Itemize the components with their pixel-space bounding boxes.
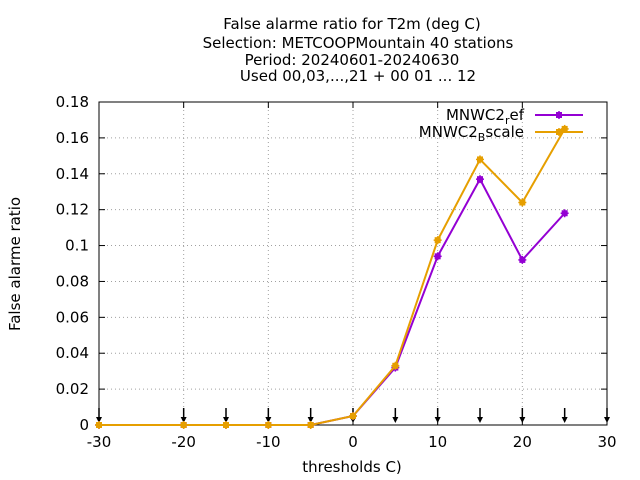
x-tick-label: 30 [597,433,616,451]
series-1 [95,175,569,429]
chart-title-line-2: Selection: METCOOPMountain 40 stations [203,34,514,52]
data-point [95,421,103,429]
x-tick-label: -20 [171,433,196,451]
data-point [476,155,484,164]
chart-title: False alarme ratio for T2m (deg C) Selec… [203,15,514,85]
data-point [476,175,484,184]
y-tick-label: 0.1 [65,237,89,255]
legend-entry-1: MNWC2ref [446,106,583,127]
y-tick-label: 0.08 [56,272,89,290]
y-tick-label: 0.18 [56,93,89,111]
threshold-arrow [223,408,229,423]
y-tick-label: 0.12 [56,201,89,219]
threshold-arrow-head [392,417,399,423]
data-point [264,421,273,429]
y-tick-label: 0.16 [56,129,89,147]
data-point [179,421,188,429]
threshold-arrow [477,408,483,423]
x-axis: -30 -20 -10 0 10 20 30 [87,102,617,451]
data-point [433,252,442,261]
x-axis-label: thresholds C) [302,458,402,476]
x-tick-label: -30 [87,433,112,451]
legend-label: MNWC2ref [446,106,525,127]
y-tick-label: 0.14 [56,165,89,183]
threshold-arrow-head [561,417,568,423]
threshold-arrow [307,408,314,423]
y-axis: 0 0.02 0.04 0.06 0.08 0.1 0.12 0.14 0.16 0.18 [56,93,607,434]
y-tick-label: 0.06 [56,308,89,326]
threshold-arrow-head [223,417,229,423]
y-tick-label: 0 [79,416,89,434]
threshold-arrow-head [477,417,483,423]
chart-title-line-1: False alarme ratio for T2m (deg C) [223,15,481,33]
data-point [518,198,527,207]
data-point [349,412,357,421]
y-tick-label: 0.02 [56,380,89,398]
data-point [560,209,569,218]
threshold-arrow [561,408,568,423]
series-line [99,177,566,426]
data-point [518,255,527,264]
grid [99,102,607,425]
data-point [391,361,400,370]
threshold-arrow-head [307,417,314,423]
data-point [306,421,315,429]
series-2 [95,124,569,429]
x-tick-label: 0 [348,433,358,451]
x-tick-label: 20 [513,433,532,451]
chart-title-line-3: Period: 20240601-20240630 [245,51,460,69]
legend-marker [555,128,563,136]
x-tick-label: -10 [256,433,281,451]
legend-label: MNWC2Bscale [419,123,524,144]
chart-title-line-4: Used 00,03,...,21 + 00 01 ... 12 [240,67,476,85]
data-point [433,236,442,245]
data-point [222,421,230,429]
legend-entry-2: MNWC2Bscale [419,123,583,144]
y-tick-label: 0.04 [56,344,89,362]
threshold-arrow [392,408,399,423]
x-tick-label: 10 [428,433,447,451]
series-layer [95,124,569,429]
y-axis-label: False alarme ratio [6,197,24,331]
legend-marker [555,111,563,119]
